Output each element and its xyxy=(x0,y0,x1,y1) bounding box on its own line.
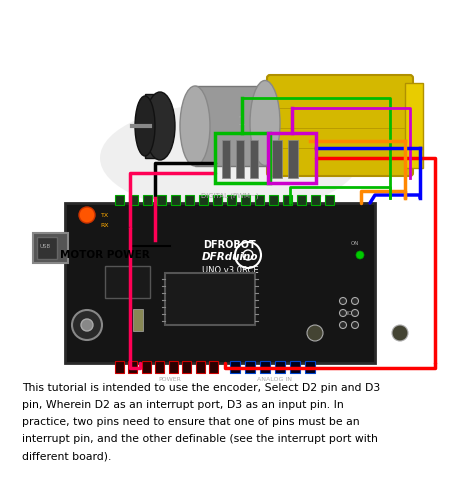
Text: USB: USB xyxy=(39,244,51,249)
Bar xyxy=(105,266,150,298)
Circle shape xyxy=(352,309,358,317)
Bar xyxy=(37,237,57,259)
Bar xyxy=(65,203,375,363)
Bar xyxy=(268,133,316,183)
Bar xyxy=(129,195,138,205)
Text: practice, two pins need to ensure that one of pins must be an: practice, two pins need to ensure that o… xyxy=(22,417,360,427)
Bar xyxy=(155,361,164,373)
Bar xyxy=(142,361,151,373)
Ellipse shape xyxy=(250,81,280,165)
Bar xyxy=(269,195,278,205)
Bar xyxy=(185,195,194,205)
Circle shape xyxy=(339,309,346,317)
Bar xyxy=(145,94,163,158)
Text: 1: 1 xyxy=(238,115,246,128)
Bar xyxy=(297,195,306,205)
Text: UNO v3.0RCE: UNO v3.0RCE xyxy=(202,265,258,274)
Text: DFROBOT: DFROBOT xyxy=(204,240,256,250)
Circle shape xyxy=(307,325,323,341)
Text: DFRduino: DFRduino xyxy=(202,252,258,262)
Bar xyxy=(275,361,285,373)
Bar xyxy=(245,361,255,373)
Bar xyxy=(290,361,300,373)
Bar xyxy=(241,195,250,205)
Bar xyxy=(213,195,222,205)
Circle shape xyxy=(79,207,95,223)
Text: RX: RX xyxy=(101,223,109,228)
Bar xyxy=(133,309,143,331)
Bar xyxy=(230,361,240,373)
Bar xyxy=(165,273,255,325)
Circle shape xyxy=(339,297,346,304)
Bar xyxy=(182,361,191,373)
Circle shape xyxy=(392,325,408,341)
Circle shape xyxy=(356,251,364,259)
Bar xyxy=(199,195,208,205)
Ellipse shape xyxy=(135,96,155,156)
Bar xyxy=(227,195,236,205)
Text: POWER: POWER xyxy=(159,377,182,382)
Bar xyxy=(196,361,205,373)
Bar xyxy=(405,83,423,168)
Bar xyxy=(143,195,152,205)
Text: interrupt pin, and the other definable (see the interrupt port with: interrupt pin, and the other definable (… xyxy=(22,434,378,444)
Bar xyxy=(325,195,334,205)
Text: pin, Wherein D2 as an interrupt port, D3 as an input pin. In: pin, Wherein D2 as an interrupt port, D3… xyxy=(22,400,344,410)
Ellipse shape xyxy=(180,86,210,166)
Bar xyxy=(236,140,244,178)
Bar xyxy=(169,361,178,373)
Bar xyxy=(171,195,180,205)
Bar xyxy=(128,361,137,373)
Bar xyxy=(210,361,219,373)
Text: MOTOR POWER: MOTOR POWER xyxy=(60,250,150,260)
Text: ON: ON xyxy=(351,241,359,246)
Bar xyxy=(283,195,292,205)
Bar xyxy=(250,140,258,178)
Bar xyxy=(157,195,166,205)
Text: TX: TX xyxy=(101,213,109,218)
Text: ANALOG IN: ANALOG IN xyxy=(257,377,292,382)
Bar xyxy=(215,133,270,183)
FancyBboxPatch shape xyxy=(267,75,413,176)
Text: DIGITAL (PWM~): DIGITAL (PWM~) xyxy=(201,193,259,199)
Bar xyxy=(272,140,282,178)
Ellipse shape xyxy=(100,103,360,213)
Bar xyxy=(195,86,270,166)
Ellipse shape xyxy=(145,92,175,160)
Text: ICSP: ICSP xyxy=(347,310,359,316)
Text: 2: 2 xyxy=(288,115,296,128)
Text: This tutorial is intended to use the encoder, Select D2 pin and D3: This tutorial is intended to use the enc… xyxy=(22,383,380,393)
Bar xyxy=(305,361,315,373)
Bar xyxy=(33,233,68,263)
Bar xyxy=(311,195,320,205)
Text: different board).: different board). xyxy=(22,451,111,461)
Circle shape xyxy=(352,297,358,304)
Bar xyxy=(260,361,270,373)
Bar xyxy=(115,361,124,373)
Circle shape xyxy=(72,310,102,340)
Circle shape xyxy=(81,319,93,331)
Bar xyxy=(222,140,230,178)
Circle shape xyxy=(339,322,346,329)
Bar xyxy=(115,195,124,205)
Bar xyxy=(255,195,264,205)
Circle shape xyxy=(352,322,358,329)
Bar xyxy=(288,140,298,178)
